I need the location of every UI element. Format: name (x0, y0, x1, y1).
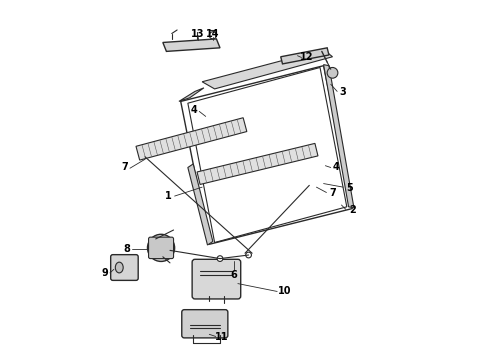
Ellipse shape (115, 262, 123, 273)
Text: 12: 12 (300, 53, 313, 63)
Polygon shape (197, 143, 318, 184)
Polygon shape (163, 39, 220, 51)
Polygon shape (136, 118, 247, 160)
Text: 14: 14 (206, 28, 220, 39)
Text: 13: 13 (191, 28, 205, 39)
Polygon shape (188, 164, 213, 245)
Text: 2: 2 (349, 205, 356, 215)
Text: 7: 7 (121, 162, 128, 172)
Circle shape (217, 256, 223, 261)
FancyBboxPatch shape (148, 237, 173, 258)
Text: 3: 3 (340, 87, 346, 98)
FancyBboxPatch shape (182, 310, 228, 338)
Polygon shape (281, 48, 329, 64)
Text: 9: 9 (101, 268, 108, 278)
Text: 4: 4 (333, 162, 340, 172)
Text: 7: 7 (329, 188, 336, 198)
Polygon shape (323, 64, 354, 208)
Circle shape (147, 234, 174, 261)
FancyBboxPatch shape (111, 255, 138, 280)
Polygon shape (179, 88, 204, 102)
Circle shape (245, 252, 251, 258)
Text: 4: 4 (191, 105, 197, 115)
FancyBboxPatch shape (192, 259, 241, 299)
Polygon shape (202, 50, 333, 89)
Circle shape (327, 67, 338, 78)
Text: 1: 1 (165, 191, 172, 201)
Text: 8: 8 (123, 244, 130, 253)
Text: 10: 10 (277, 287, 291, 296)
Text: 11: 11 (215, 332, 228, 342)
Text: 6: 6 (230, 270, 237, 280)
Text: 5: 5 (346, 183, 353, 193)
